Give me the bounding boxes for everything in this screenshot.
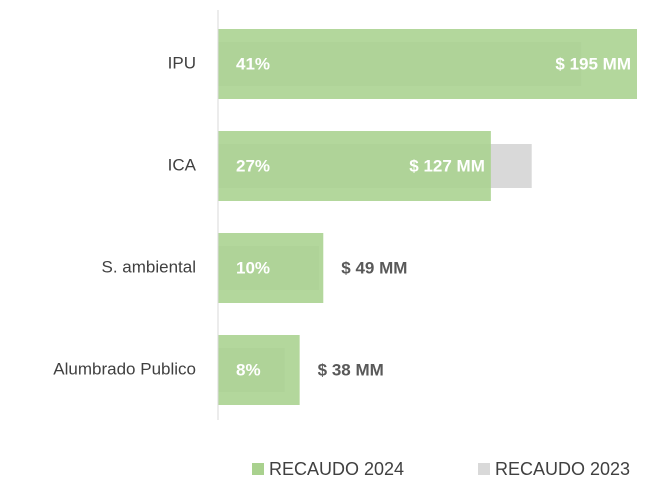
- share-label: 27%: [236, 156, 270, 175]
- value-label: $ 49 MM: [341, 258, 407, 277]
- value-label: $ 38 MM: [318, 360, 384, 379]
- value-label: $ 127 MM: [409, 156, 485, 175]
- legend-label: RECAUDO 2024: [269, 459, 404, 479]
- value-label: $ 195 MM: [555, 54, 631, 73]
- legend-swatch: [478, 463, 490, 475]
- bar: [218, 29, 637, 99]
- y-tick-label: Alumbrado Publico: [53, 359, 196, 378]
- share-label: 10%: [236, 258, 270, 277]
- bar: [218, 335, 300, 405]
- legend-swatch: [252, 463, 264, 475]
- legend-label: RECAUDO 2023: [495, 459, 630, 479]
- share-label: 8%: [236, 360, 261, 379]
- y-tick-label: S. ambiental: [102, 257, 197, 276]
- share-label: 41%: [236, 54, 270, 73]
- y-tick-label: ICA: [168, 155, 197, 174]
- bar: [218, 233, 324, 303]
- y-tick-label: IPU: [168, 53, 196, 72]
- bar: [218, 131, 491, 201]
